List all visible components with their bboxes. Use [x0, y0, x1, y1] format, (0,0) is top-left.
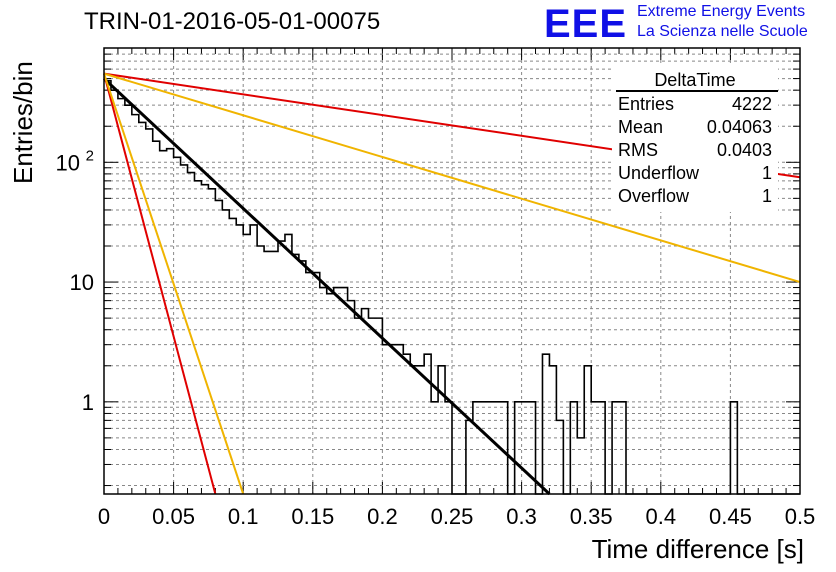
logo-line-2: La Scienza nelle Scuole: [637, 23, 808, 40]
stats-value: 4222: [731, 94, 772, 114]
x-tick-label: 0.35: [570, 504, 613, 529]
x-tick-label: 0.1: [228, 504, 259, 529]
plot-frame: [103, 47, 801, 495]
y-axis-label: Entries/bin: [8, 61, 38, 184]
fit-line-5: [103, 73, 245, 495]
eee-logo: EEE: [544, 2, 628, 46]
stats-row-mean: Mean 0.04063: [618, 117, 772, 139]
y-tick-label: 10: [56, 150, 80, 175]
stats-label: Mean: [618, 117, 664, 137]
x-tick-label: 0.05: [152, 504, 195, 529]
stats-value: 0.0403: [716, 140, 772, 160]
x-tick-label: 0.25: [431, 504, 474, 529]
x-tick-label: 0.4: [646, 504, 677, 529]
stats-label: Entries: [618, 94, 675, 114]
stats-box: DeltaTime Entries 4222 Mean 0.04063 RMS …: [612, 66, 778, 212]
fit-line-4: [103, 73, 217, 495]
stats-value: 1: [761, 163, 772, 183]
chart-title: TRIN-01-2016-05-01-00075: [84, 8, 381, 35]
x-axis-label: Time difference [s]: [591, 534, 804, 564]
stats-value: 0.04063: [706, 117, 772, 137]
stats-row-entries: Entries 4222: [618, 94, 772, 116]
y-tick-label: 2: [86, 147, 94, 164]
stats-label: Underflow: [618, 163, 700, 183]
stats-divider: [616, 90, 778, 92]
x-tick-label: 0.2: [367, 504, 398, 529]
stats-row-overflow: Overflow 1: [618, 186, 772, 208]
x-tick-label: 0.3: [506, 504, 537, 529]
stats-row-rms: RMS 0.0403: [618, 140, 772, 162]
fit-line-1: [102, 77, 551, 496]
stats-label: RMS: [618, 140, 658, 160]
stats-value: 1: [761, 186, 772, 206]
logo-line-1: Extreme Energy Events: [637, 3, 806, 20]
x-tick-label: 0.5: [785, 504, 816, 529]
x-tick-label: 0: [98, 504, 110, 529]
stats-title: DeltaTime: [654, 70, 736, 90]
stats-row-underflow: Underflow 1: [618, 163, 772, 185]
x-tick-label: 0.45: [709, 504, 752, 529]
x-tick-label: 0.15: [291, 504, 334, 529]
y-tick-label: 10: [70, 270, 94, 295]
y-tick-label: 1: [82, 390, 94, 415]
stats-label: Overflow: [618, 186, 690, 206]
fit-line-3: [103, 72, 801, 284]
